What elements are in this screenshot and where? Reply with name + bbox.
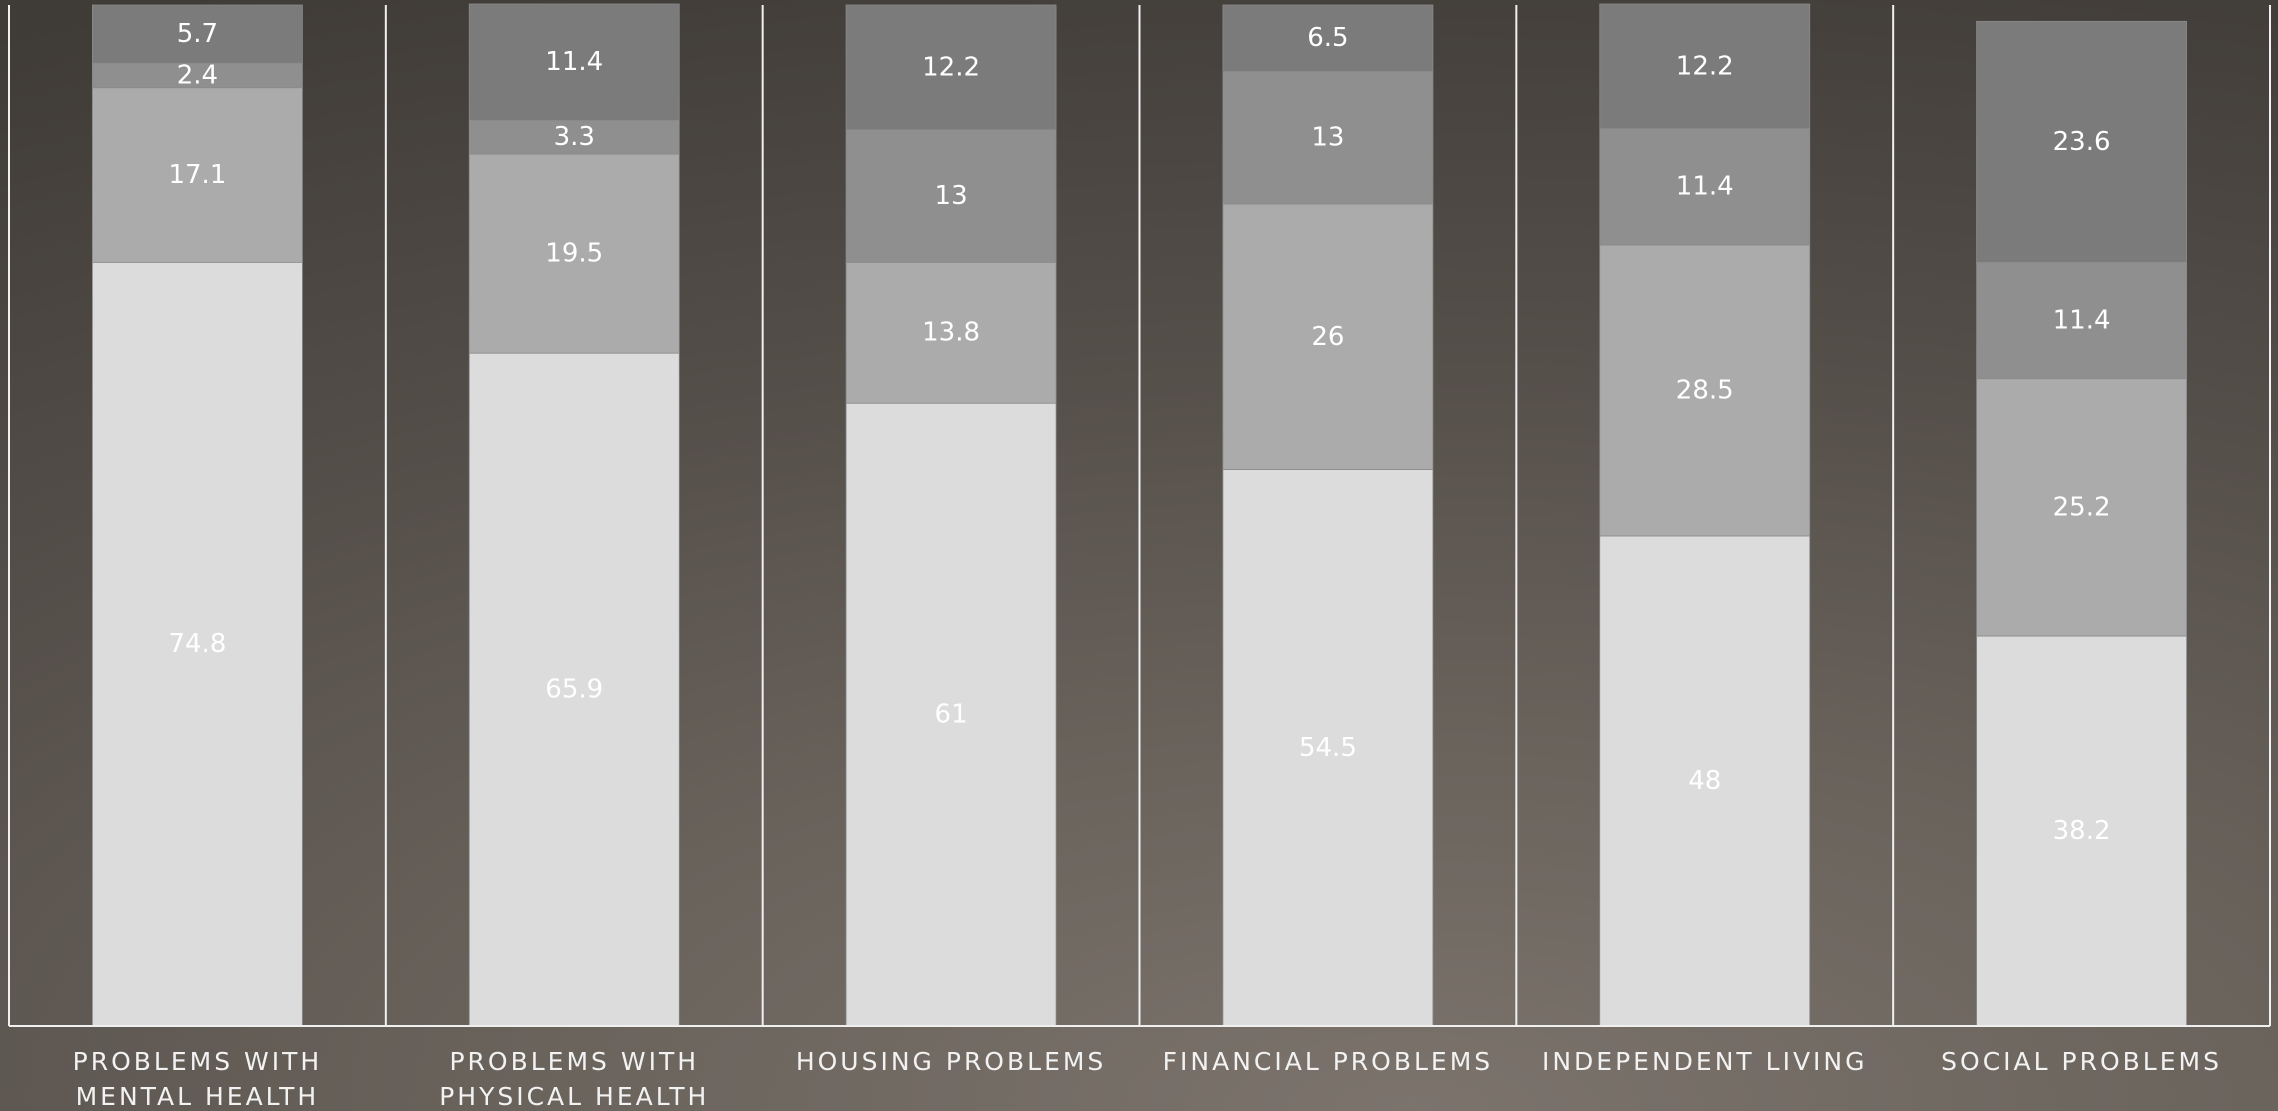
x-tick-label-line: MENTAL HEALTH <box>76 1082 320 1111</box>
x-tick-label: HOUSING PROBLEMS <box>796 1047 1106 1076</box>
bar-segment <box>468 3 680 121</box>
data-label: 3.3 <box>554 122 595 152</box>
x-tick-label: INDEPENDENT LIVING <box>1542 1047 1868 1076</box>
data-label: 5.7 <box>177 19 218 49</box>
data-label: 19.5 <box>545 239 603 269</box>
data-label: 6.5 <box>1307 23 1348 53</box>
data-label: 12.2 <box>922 52 980 82</box>
x-tick-label-line: FINANCIAL PROBLEMS <box>1163 1047 1494 1076</box>
x-tick-label: FINANCIAL PROBLEMS <box>1163 1047 1494 1076</box>
bar-segment <box>1222 70 1434 205</box>
data-label: 74.8 <box>168 629 226 659</box>
x-tick-label: SOCIAL PROBLEMS <box>1941 1047 2222 1076</box>
bar-segment <box>468 352 680 1027</box>
x-tick-label-line: PROBLEMS WITH <box>449 1047 699 1076</box>
data-label: 13 <box>935 181 968 211</box>
data-label: 61 <box>935 700 968 730</box>
bar-segment <box>468 119 680 155</box>
data-label: 2.4 <box>177 60 218 90</box>
bar-segment <box>1599 244 1811 537</box>
bar-segment <box>92 87 303 263</box>
x-tick-label-line: PHYSICAL HEALTH <box>439 1082 709 1111</box>
bar-segment <box>468 153 680 354</box>
x-tick-label: PROBLEMS WITH PHYSICAL HEALTH <box>439 1047 709 1111</box>
x-tick-label-line: SOCIAL PROBLEMS <box>1941 1047 2222 1076</box>
data-label: 25.2 <box>2053 492 2111 522</box>
x-tick-label-line: INDEPENDENT LIVING <box>1542 1047 1868 1076</box>
bar-segment <box>845 4 1057 130</box>
data-label: 13.8 <box>922 318 980 348</box>
bar-segment <box>1599 535 1811 1027</box>
bar-segment <box>845 129 1057 263</box>
bar-segment <box>1222 4 1434 72</box>
data-label: 48 <box>1688 766 1721 796</box>
data-label: 12.2 <box>1676 51 1734 81</box>
x-tick-label-line: PROBLEMS WITH <box>73 1047 323 1076</box>
data-label: 11.4 <box>2053 305 2111 335</box>
bar-segment <box>1976 20 2187 263</box>
bar-segment <box>845 261 1057 404</box>
data-label: 65.9 <box>545 675 603 705</box>
bar-segment <box>1599 3 1811 129</box>
bar-segment <box>92 4 303 64</box>
data-label: 28.5 <box>1676 375 1734 405</box>
data-label: 13 <box>1311 123 1344 153</box>
x-tick-label-line: HOUSING PROBLEMS <box>796 1047 1106 1076</box>
bar-segment <box>1976 261 2187 380</box>
data-label: 38.2 <box>2053 816 2111 846</box>
data-label: 17.1 <box>168 160 226 190</box>
bar-segment <box>1976 635 2187 1027</box>
data-label: 11.4 <box>545 47 603 77</box>
bar-segment <box>92 261 303 1027</box>
bar-segment <box>1222 469 1434 1027</box>
x-tick-label: PROBLEMS WITH MENTAL HEALTH <box>73 1047 323 1111</box>
data-label: 23.6 <box>2053 127 2111 157</box>
data-label: 54.5 <box>1299 733 1357 763</box>
data-label: 26 <box>1311 322 1344 352</box>
bar-segment <box>1599 128 1811 246</box>
data-label: 11.4 <box>1676 172 1734 202</box>
